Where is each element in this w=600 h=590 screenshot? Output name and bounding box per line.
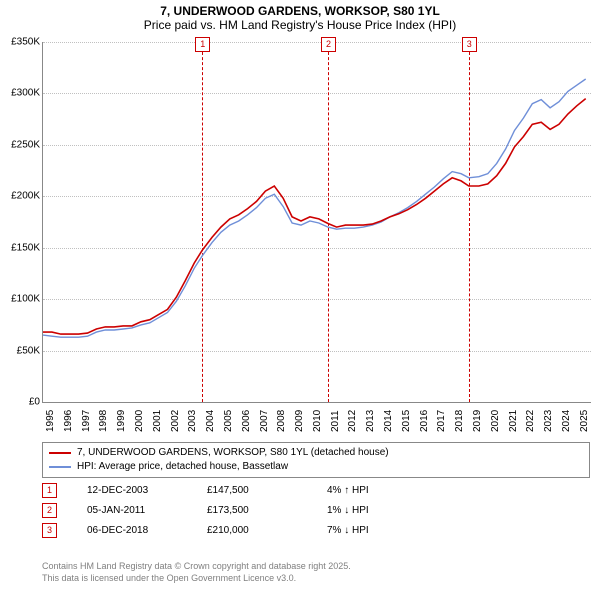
x-axis-label: 1999 xyxy=(116,410,127,432)
x-axis-label: 2006 xyxy=(241,410,252,432)
event-price: £173,500 xyxy=(207,505,317,516)
x-axis-label: 2019 xyxy=(472,410,483,432)
x-axis-label: 1995 xyxy=(45,410,56,432)
title-block: 7, UNDERWOOD GARDENS, WORKSOP, S80 1YL P… xyxy=(0,0,600,32)
x-axis-label: 2012 xyxy=(347,410,358,432)
y-axis-label: £100K xyxy=(2,294,40,305)
plot-svg xyxy=(43,42,591,402)
attribution-footer: Contains HM Land Registry data © Crown c… xyxy=(42,560,351,584)
event-date: 06-DEC-2018 xyxy=(87,525,197,536)
x-axis-label: 2009 xyxy=(294,410,305,432)
y-axis-label: £200K xyxy=(2,191,40,202)
x-axis-label: 2018 xyxy=(454,410,465,432)
event-price: £210,000 xyxy=(207,525,317,536)
y-axis-label: £300K xyxy=(2,88,40,99)
x-axis-label: 2017 xyxy=(436,410,447,432)
x-axis-label: 2007 xyxy=(259,410,270,432)
event-badge: 1 xyxy=(42,483,57,498)
x-axis-label: 2016 xyxy=(419,410,430,432)
x-axis-label: 2001 xyxy=(152,410,163,432)
footer-line: Contains HM Land Registry data © Crown c… xyxy=(42,560,351,572)
event-row: 2 05-JAN-2011 £173,500 1% ↓ HPI xyxy=(42,500,590,520)
y-axis-label: £150K xyxy=(2,242,40,253)
x-axis-label: 1996 xyxy=(63,410,74,432)
event-price: £147,500 xyxy=(207,485,317,496)
x-axis-label: 2014 xyxy=(383,410,394,432)
x-axis-label: 2024 xyxy=(561,410,572,432)
x-axis-label: 2000 xyxy=(134,410,145,432)
x-axis-label: 2011 xyxy=(330,410,341,432)
legend-item: 7, UNDERWOOD GARDENS, WORKSOP, S80 1YL (… xyxy=(49,446,583,460)
y-axis-label: £50K xyxy=(2,345,40,356)
legend-label: 7, UNDERWOOD GARDENS, WORKSOP, S80 1YL (… xyxy=(77,446,389,460)
series-price_paid xyxy=(43,99,586,335)
event-pct: 4% ↑ HPI xyxy=(327,485,447,496)
chart-title: 7, UNDERWOOD GARDENS, WORKSOP, S80 1YL xyxy=(0,4,600,18)
x-axis-label: 1998 xyxy=(98,410,109,432)
legend: 7, UNDERWOOD GARDENS, WORKSOP, S80 1YL (… xyxy=(42,442,590,478)
event-table: 1 12-DEC-2003 £147,500 4% ↑ HPI 2 05-JAN-2011… xyxy=(42,480,590,540)
chart-subtitle: Price paid vs. HM Land Registry's House … xyxy=(0,18,600,32)
legend-swatch xyxy=(49,466,71,468)
x-axis-label: 2003 xyxy=(187,410,198,432)
event-badge: 3 xyxy=(42,523,57,538)
x-axis-label: 1997 xyxy=(81,410,92,432)
event-pct: 7% ↓ HPI xyxy=(327,525,447,536)
event-date: 12-DEC-2003 xyxy=(87,485,197,496)
event-pct: 1% ↓ HPI xyxy=(327,505,447,516)
plot-area: 123 xyxy=(42,42,591,403)
x-axis-label: 2013 xyxy=(365,410,376,432)
y-axis-label: £350K xyxy=(2,37,40,48)
x-axis-label: 2023 xyxy=(543,410,554,432)
legend-label: HPI: Average price, detached house, Bass… xyxy=(77,460,288,474)
x-axis-label: 2025 xyxy=(579,410,590,432)
event-date: 05-JAN-2011 xyxy=(87,505,197,516)
chart-container: 7, UNDERWOOD GARDENS, WORKSOP, S80 1YL P… xyxy=(0,0,600,590)
x-axis-label: 2004 xyxy=(205,410,216,432)
x-axis-label: 2002 xyxy=(170,410,181,432)
y-axis-label: £250K xyxy=(2,139,40,150)
event-badge: 2 xyxy=(42,503,57,518)
event-row: 3 06-DEC-2018 £210,000 7% ↓ HPI xyxy=(42,520,590,540)
x-axis-label: 2008 xyxy=(276,410,287,432)
event-row: 1 12-DEC-2003 £147,500 4% ↑ HPI xyxy=(42,480,590,500)
y-axis-label: £0 xyxy=(2,397,40,408)
x-axis-label: 2020 xyxy=(490,410,501,432)
legend-item: HPI: Average price, detached house, Bass… xyxy=(49,460,583,474)
x-axis-label: 2010 xyxy=(312,410,323,432)
footer-line: This data is licensed under the Open Gov… xyxy=(42,572,351,584)
x-axis-label: 2022 xyxy=(525,410,536,432)
x-axis-label: 2021 xyxy=(508,410,519,432)
legend-swatch xyxy=(49,452,71,454)
x-axis-label: 2015 xyxy=(401,410,412,432)
series-hpi xyxy=(43,79,586,337)
x-axis-label: 2005 xyxy=(223,410,234,432)
